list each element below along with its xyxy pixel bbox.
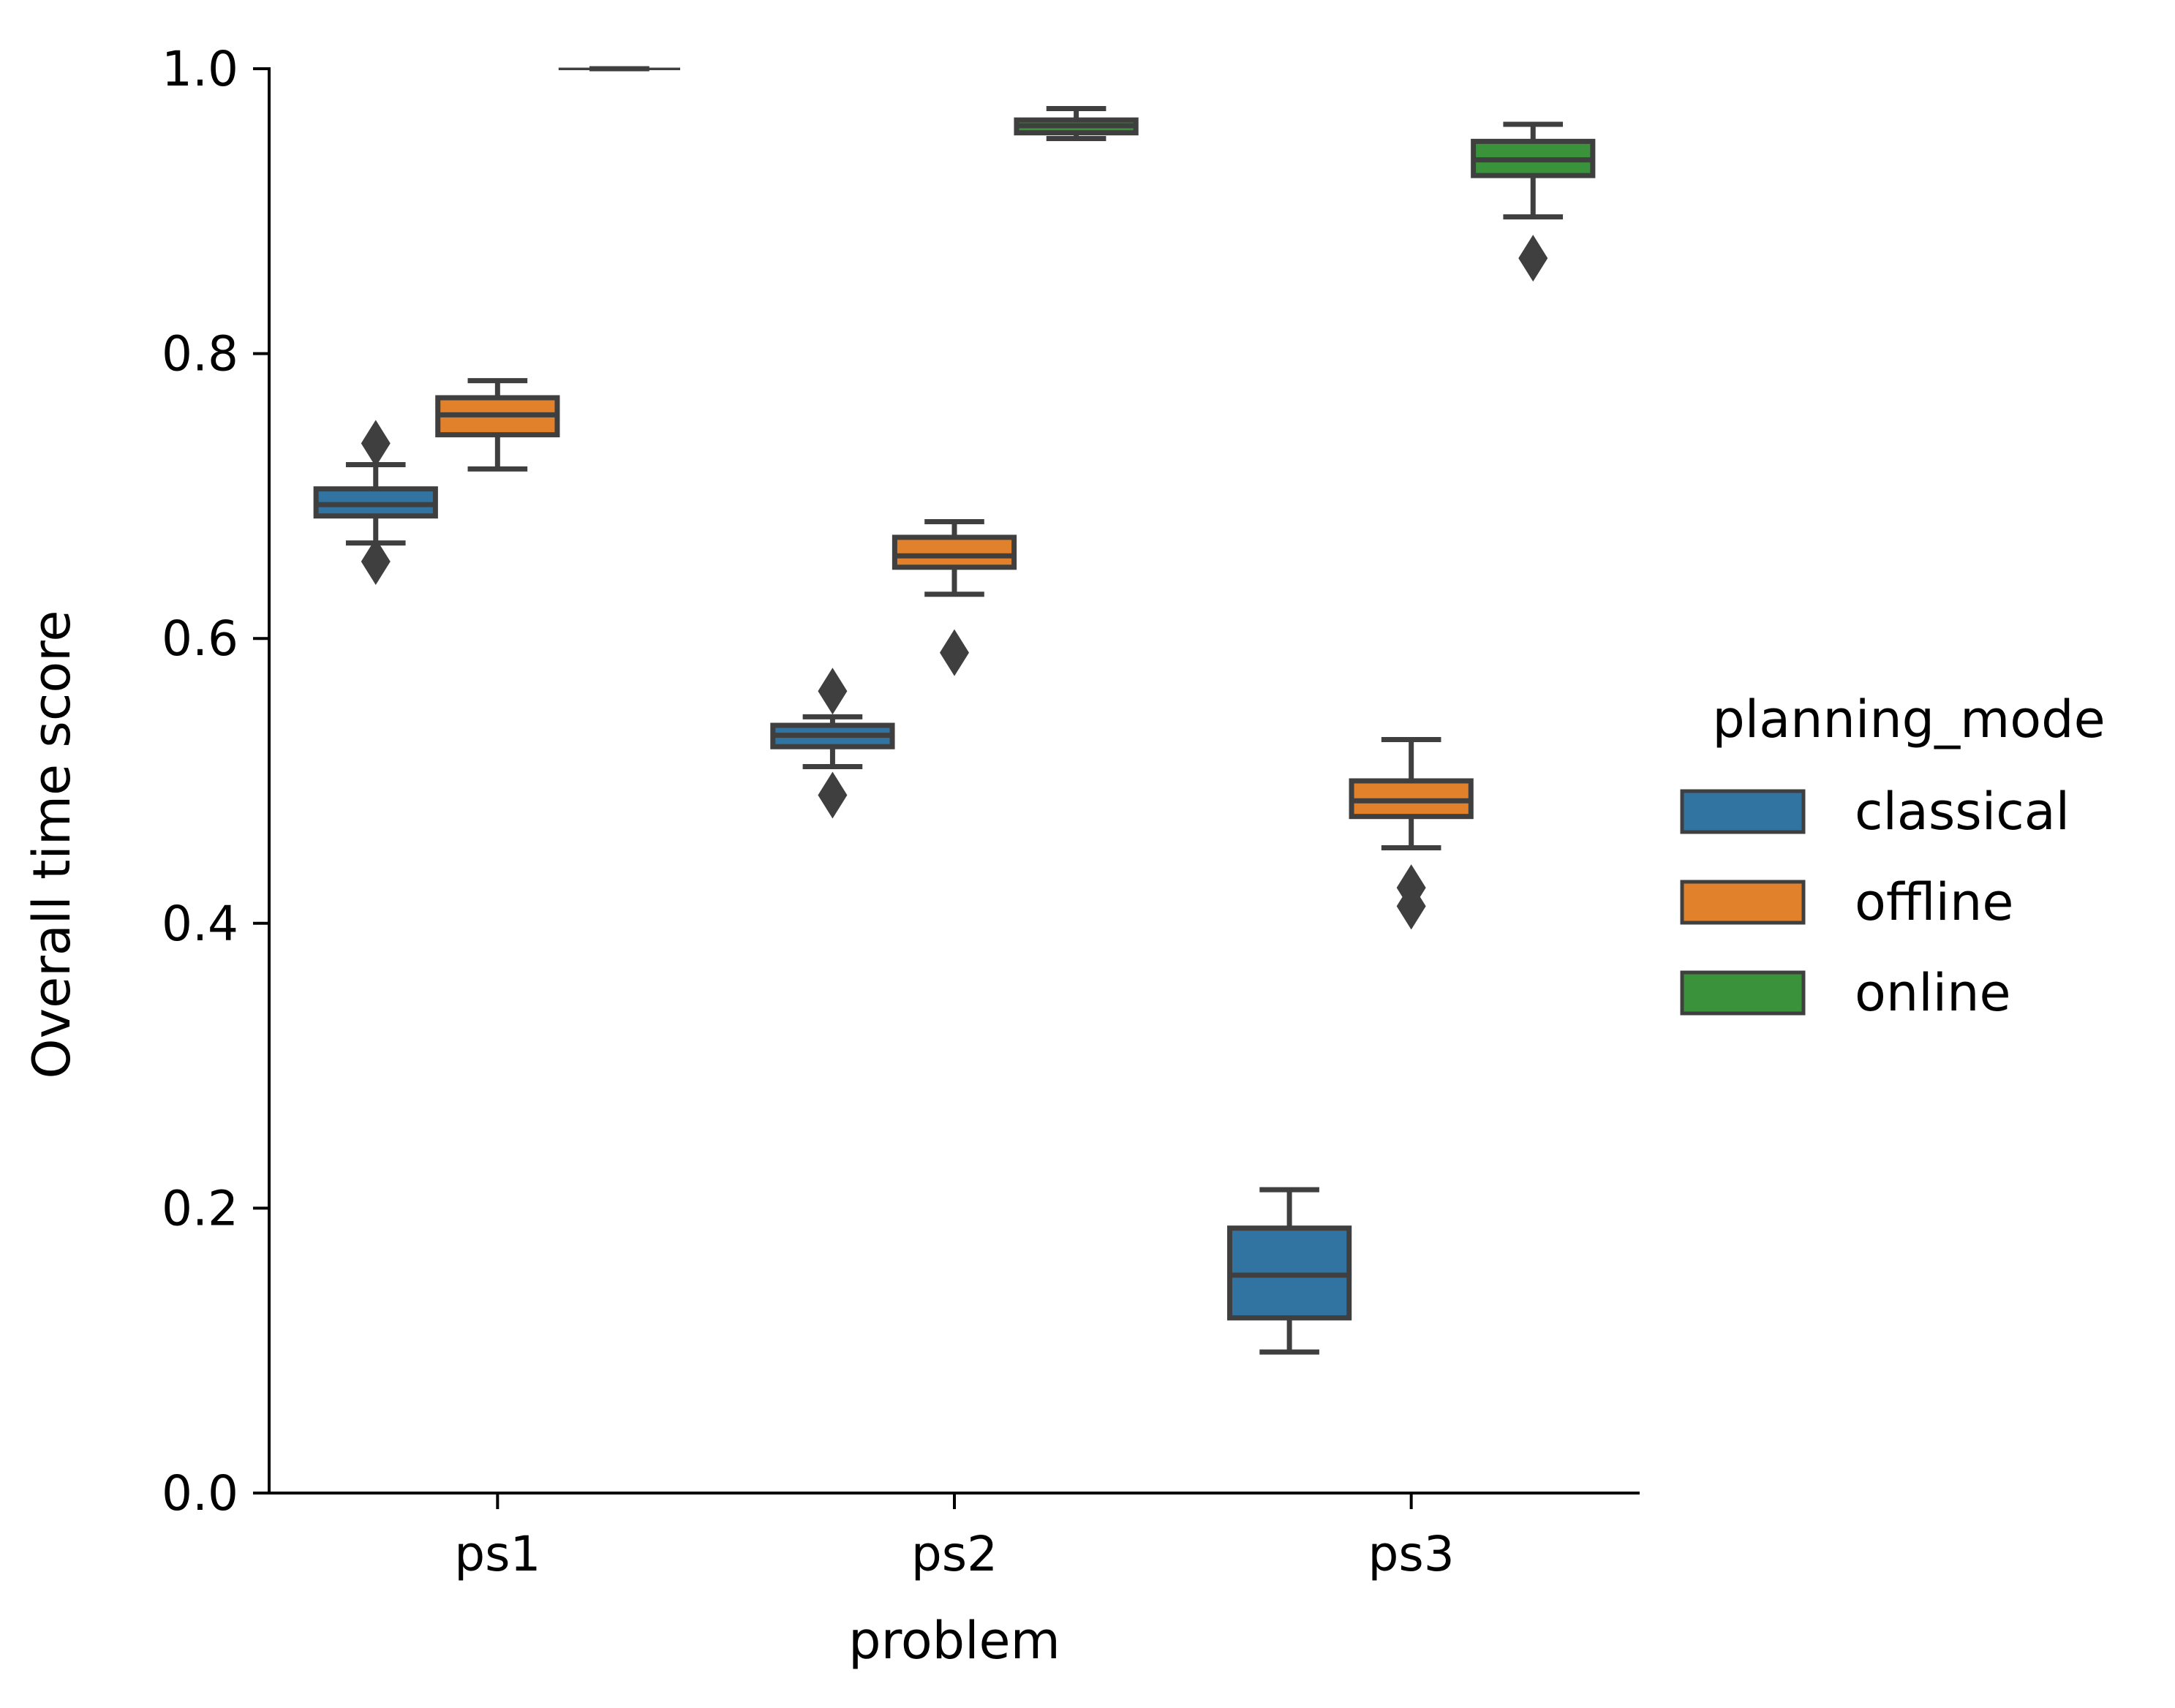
x-tick-label: ps2 (911, 1526, 998, 1582)
plot-area (313, 66, 1596, 1355)
box-offline-ps1 (435, 378, 560, 472)
box-iqr (892, 534, 1017, 570)
legend-title: planning_mode (1712, 689, 2105, 749)
box-classical-ps3 (1226, 1187, 1352, 1355)
legend-label-online: online (1855, 963, 2011, 1023)
y-tick-label: 0.2 (162, 1180, 238, 1236)
box-online-ps2 (1014, 106, 1139, 141)
box-classical-ps2 (770, 668, 895, 819)
y-tick-label: 1.0 (162, 41, 238, 97)
legend-label-offline: offline (1855, 872, 2013, 932)
outlier-point (361, 538, 391, 586)
outlier-point (940, 629, 969, 676)
box-offline-ps3 (1349, 737, 1474, 930)
legend-label-classical: classical (1855, 782, 2070, 842)
legend-swatch-classical (1680, 789, 1806, 834)
y-tick-label: 0.0 (162, 1465, 238, 1522)
x-axis: ps1 ps2 ps3 (269, 1492, 1640, 1582)
y-tick-label: 0.8 (162, 326, 238, 382)
x-axis-title: problem (848, 1611, 1060, 1671)
legend-swatch-online (1680, 970, 1806, 1016)
legend: planning_mode classical offline online (1680, 689, 2106, 1023)
outlier-point (1396, 883, 1426, 930)
box-online-ps3 (1471, 121, 1596, 282)
outlier-point (818, 771, 848, 819)
outlier-point (1518, 235, 1548, 282)
outlier-point (361, 420, 391, 467)
x-tick-label: ps3 (1368, 1526, 1455, 1582)
y-tick-label: 0.6 (162, 611, 238, 667)
box-offline-ps2 (892, 518, 1017, 676)
legend-swatch-offline (1680, 880, 1806, 925)
outlier-point (818, 668, 848, 715)
y-axis: 0.0 0.2 0.4 0.6 0.8 1.0 (162, 41, 271, 1522)
x-tick-label: ps1 (454, 1526, 540, 1582)
y-axis-title: Overall time score (22, 611, 82, 1079)
box-classical-ps1 (313, 420, 438, 586)
y-tick-label: 0.4 (162, 896, 238, 952)
